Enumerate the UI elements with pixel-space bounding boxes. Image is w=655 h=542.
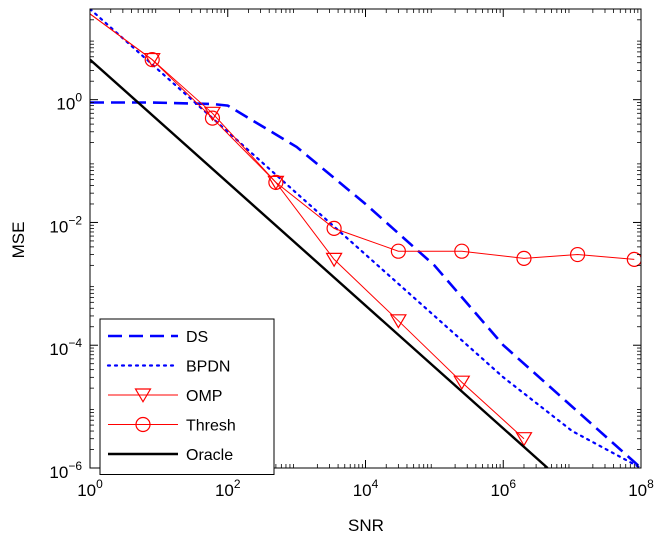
- y-axis-title: MSE: [9, 222, 28, 259]
- marker-omp-2: [203, 106, 222, 122]
- series-ds: [90, 101, 641, 468]
- series-line-oracle: [90, 58, 549, 468]
- legend-marker-thresh: [135, 416, 151, 433]
- marker-omp-1: [143, 52, 161, 68]
- marker-thresh-3: [268, 174, 284, 190]
- legend-box: [99, 318, 275, 475]
- x-tick-label-4: 108: [628, 477, 654, 500]
- marker-thresh-9: [626, 251, 641, 268]
- legend-label-bpdn: BPDN: [186, 359, 230, 376]
- series-bpdn: [90, 9, 641, 468]
- tick-layer: 100 102 104 106 108 10−6 10−4 10−2 100: [49, 8, 654, 500]
- y-tick-label-2: 10−2: [49, 213, 82, 236]
- y-tick-label-3: 100: [56, 91, 82, 114]
- marker-thresh-7: [516, 250, 532, 266]
- x-tick-label-3: 106: [490, 477, 516, 500]
- marker-thresh-4: [326, 220, 342, 236]
- marker-thresh-8: [569, 246, 586, 263]
- legend-label-omp: OMP: [186, 388, 222, 405]
- marker-thresh-1: [144, 51, 160, 68]
- legend-item-ds: DS: [108, 329, 208, 346]
- x-tick-label-0: 100: [77, 477, 103, 500]
- legend-item-omp: OMP: [108, 388, 222, 405]
- series-thresh: [90, 13, 641, 268]
- series-line-bpdn: [90, 9, 641, 468]
- marker-omp-7: [515, 432, 533, 447]
- legend-item-oracle: Oracle: [108, 447, 233, 464]
- x-tick-label-1: 102: [215, 477, 241, 500]
- series-layer: [90, 9, 641, 468]
- marker-thresh-6: [454, 243, 470, 259]
- y-tick-label-1: 10−4: [49, 336, 82, 359]
- legend: DS BPDN OMP Thresh Oracle: [99, 318, 275, 475]
- legend-label-oracle: Oracle: [186, 447, 233, 464]
- marker-omp-3: [267, 175, 285, 191]
- series-omp: [90, 13, 533, 447]
- legend-marker-omp: [134, 388, 152, 403]
- y-tick-label-0: 10−6: [49, 459, 82, 482]
- marker-omp-6: [453, 375, 471, 391]
- series-line-omp: [90, 13, 525, 440]
- series-line-thresh: [90, 13, 635, 260]
- marker-omp-4: [325, 252, 343, 268]
- marker-thresh-5: [390, 243, 406, 259]
- legend-label-ds: DS: [186, 329, 208, 346]
- x-tick-label-2: 104: [353, 477, 379, 500]
- marker-omp-5: [389, 314, 407, 329]
- legend-item-thresh: Thresh: [108, 416, 236, 435]
- legend-item-bpdn: BPDN: [106, 359, 230, 376]
- series-line-ds: [90, 101, 641, 468]
- legend-label-thresh: Thresh: [186, 418, 236, 435]
- marker-thresh-2: [204, 110, 221, 126]
- series-oracle: [90, 58, 549, 468]
- x-axis-title: SNR: [348, 516, 384, 535]
